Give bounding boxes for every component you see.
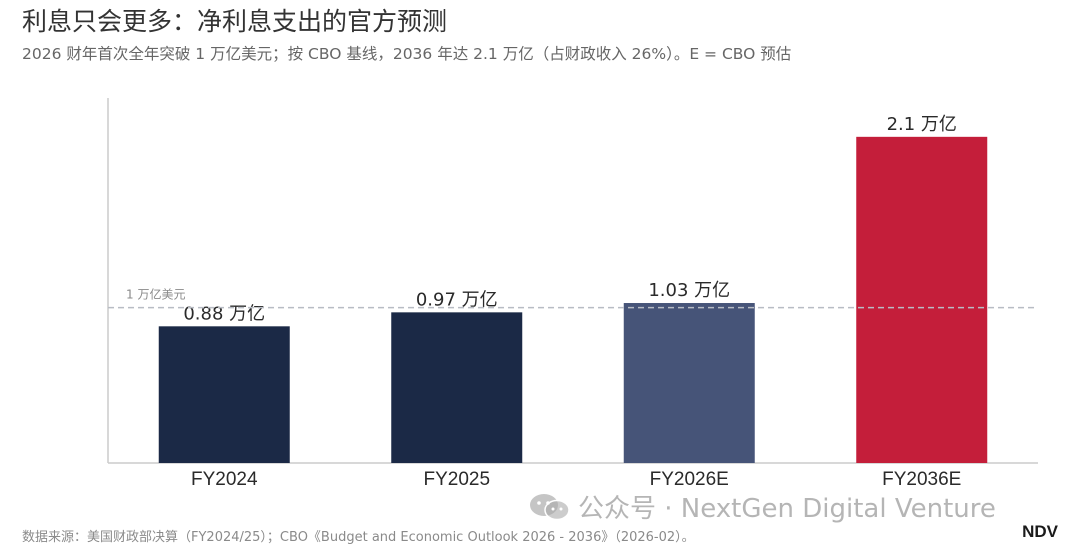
x-tick-label: FY2025 — [423, 469, 490, 490]
wechat-icon — [530, 493, 570, 520]
brand-logo: NDV — [1022, 522, 1058, 541]
watermark: 公众号 · NextGen Digital Venture — [528, 488, 996, 525]
bar-fy2024 — [158, 326, 290, 463]
bar-fy2036e — [856, 136, 988, 464]
watermark-text: 公众号 · NextGen Digital Venture — [578, 494, 996, 524]
data-label: 2.1 万亿 — [887, 114, 957, 135]
x-tick-label: FY2024 — [191, 469, 258, 490]
bar-fy2025 — [391, 312, 523, 463]
reference-line-label: 1 万亿美元 — [126, 287, 185, 302]
chart-subtitle: 2026 财年首次全年突破 1 万亿美元；按 CBO 基线，2036 年达 2.… — [22, 45, 792, 63]
x-tick-label: FY2036E — [882, 469, 961, 490]
data-label: 0.88 万亿 — [183, 303, 265, 324]
source-note: 数据来源：美国财政部决算（FY2024/25）；CBO《Budget and E… — [22, 530, 695, 545]
data-label: 1.03 万亿 — [648, 280, 730, 301]
bar-fy2026e — [623, 303, 755, 463]
x-tick-label: FY2026E — [650, 469, 729, 490]
chart-title: 利息只会更多：净利息支出的官方预测 — [22, 7, 448, 36]
data-label: 0.97 万亿 — [416, 289, 498, 310]
